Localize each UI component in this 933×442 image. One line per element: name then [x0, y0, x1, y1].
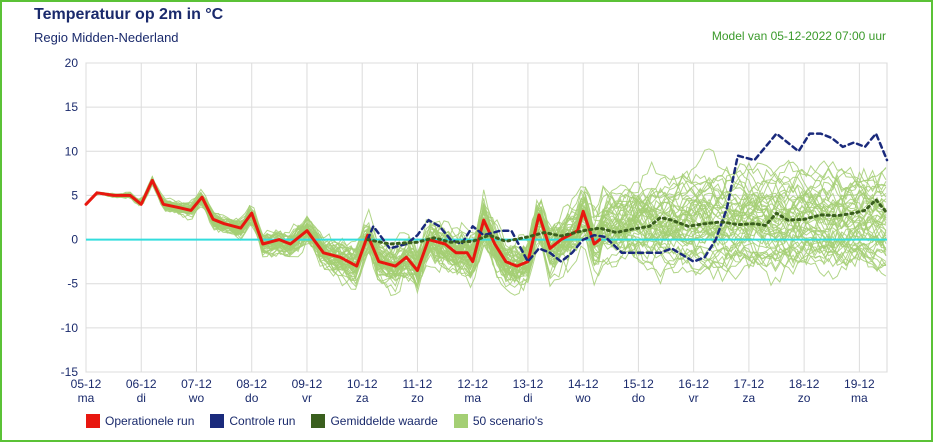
- x-tick-label-day: vr: [689, 391, 699, 405]
- x-tick-label-date: 14-12: [568, 377, 599, 391]
- x-tick-label-day: wo: [188, 391, 205, 405]
- x-tick-label-date: 13-12: [513, 377, 544, 391]
- chart-region: Regio Midden-Nederland: [34, 30, 179, 45]
- x-tick-label-day: vr: [302, 391, 312, 405]
- x-tick-label-day: wo: [575, 391, 592, 405]
- chart-title: Temperatuur op 2m in °C: [34, 6, 224, 23]
- x-tick-label-day: do: [632, 391, 646, 405]
- legend-label-operational: Operationele run: [105, 414, 195, 428]
- legend-label-scenarios: 50 scenario's: [472, 414, 544, 428]
- x-tick-label-day: ma: [464, 391, 481, 405]
- x-tick-label-date: 12-12: [457, 377, 488, 391]
- x-tick-label-day: ma: [78, 391, 95, 405]
- legend-swatch-control: [210, 414, 225, 428]
- legend-swatch-mean: [311, 414, 326, 428]
- x-tick-label-date: 10-12: [347, 377, 378, 391]
- model-run-info: Model van 05-12-2022 07:00 uur: [711, 29, 886, 43]
- x-tick-label-date: 09-12: [292, 377, 323, 391]
- x-tick-label-date: 18-12: [789, 377, 820, 391]
- x-tick-label-date: 17-12: [734, 377, 765, 391]
- scenario-line: [85, 182, 887, 271]
- legend-item-operational[interactable]: Operationele run: [86, 414, 194, 428]
- x-tick-label-day: di: [137, 391, 146, 405]
- x-tick-label-date: 08-12: [236, 377, 267, 391]
- legend-swatch-scenarios: [453, 414, 468, 428]
- series-line-operationele-run: [84, 178, 602, 272]
- legend-label-mean: Gemiddelde waarde: [330, 414, 438, 428]
- x-tick-label-date: 05-12: [71, 377, 102, 391]
- x-tick-label-date: 16-12: [678, 377, 709, 391]
- x-tick-label-date: 11-12: [403, 377, 433, 391]
- legend-item-scenarios[interactable]: 50 scenario's: [453, 414, 544, 428]
- series-line-gemiddelde-waarde: [366, 198, 889, 246]
- y-tick-label: -5: [67, 277, 78, 291]
- y-tick-label: 10: [65, 144, 79, 158]
- x-tick-label-day: zo: [798, 391, 811, 405]
- x-tick-label-day: ma: [851, 391, 868, 405]
- x-tick-label-date: 15-12: [623, 377, 654, 391]
- x-tick-label-day: za: [356, 391, 369, 405]
- x-tick-label-day: zo: [411, 391, 424, 405]
- y-tick-label: 15: [65, 100, 79, 114]
- y-tick-label: 5: [71, 188, 78, 202]
- series-line-controle-run: [366, 132, 889, 263]
- scenario-line: [85, 167, 887, 277]
- y-tick-label: -15: [61, 365, 79, 379]
- legend-swatch-operational: [86, 414, 100, 428]
- y-tick-label: 20: [65, 56, 79, 70]
- x-tick-label-date: 06-12: [126, 377, 157, 391]
- x-tick-label-day: za: [743, 391, 756, 405]
- x-tick-label-date: 19-12: [844, 377, 875, 391]
- legend-item-mean[interactable]: Gemiddelde waarde: [311, 414, 438, 428]
- legend: Operationele run Controle run Gemiddelde…: [86, 414, 543, 428]
- legend-label-control: Controle run: [229, 414, 296, 428]
- y-tick-label: -10: [61, 321, 79, 335]
- scenario-line: [85, 174, 887, 276]
- x-tick-label-day: do: [245, 391, 259, 405]
- temperature-chart: 20151050-5-10-1505-12ma06-12di07-12wo08-…: [61, 56, 889, 405]
- legend-item-control[interactable]: Controle run: [210, 414, 295, 428]
- x-tick-label-date: 07-12: [181, 377, 212, 391]
- x-tick-label-day: di: [523, 391, 532, 405]
- y-tick-label: 0: [71, 233, 78, 247]
